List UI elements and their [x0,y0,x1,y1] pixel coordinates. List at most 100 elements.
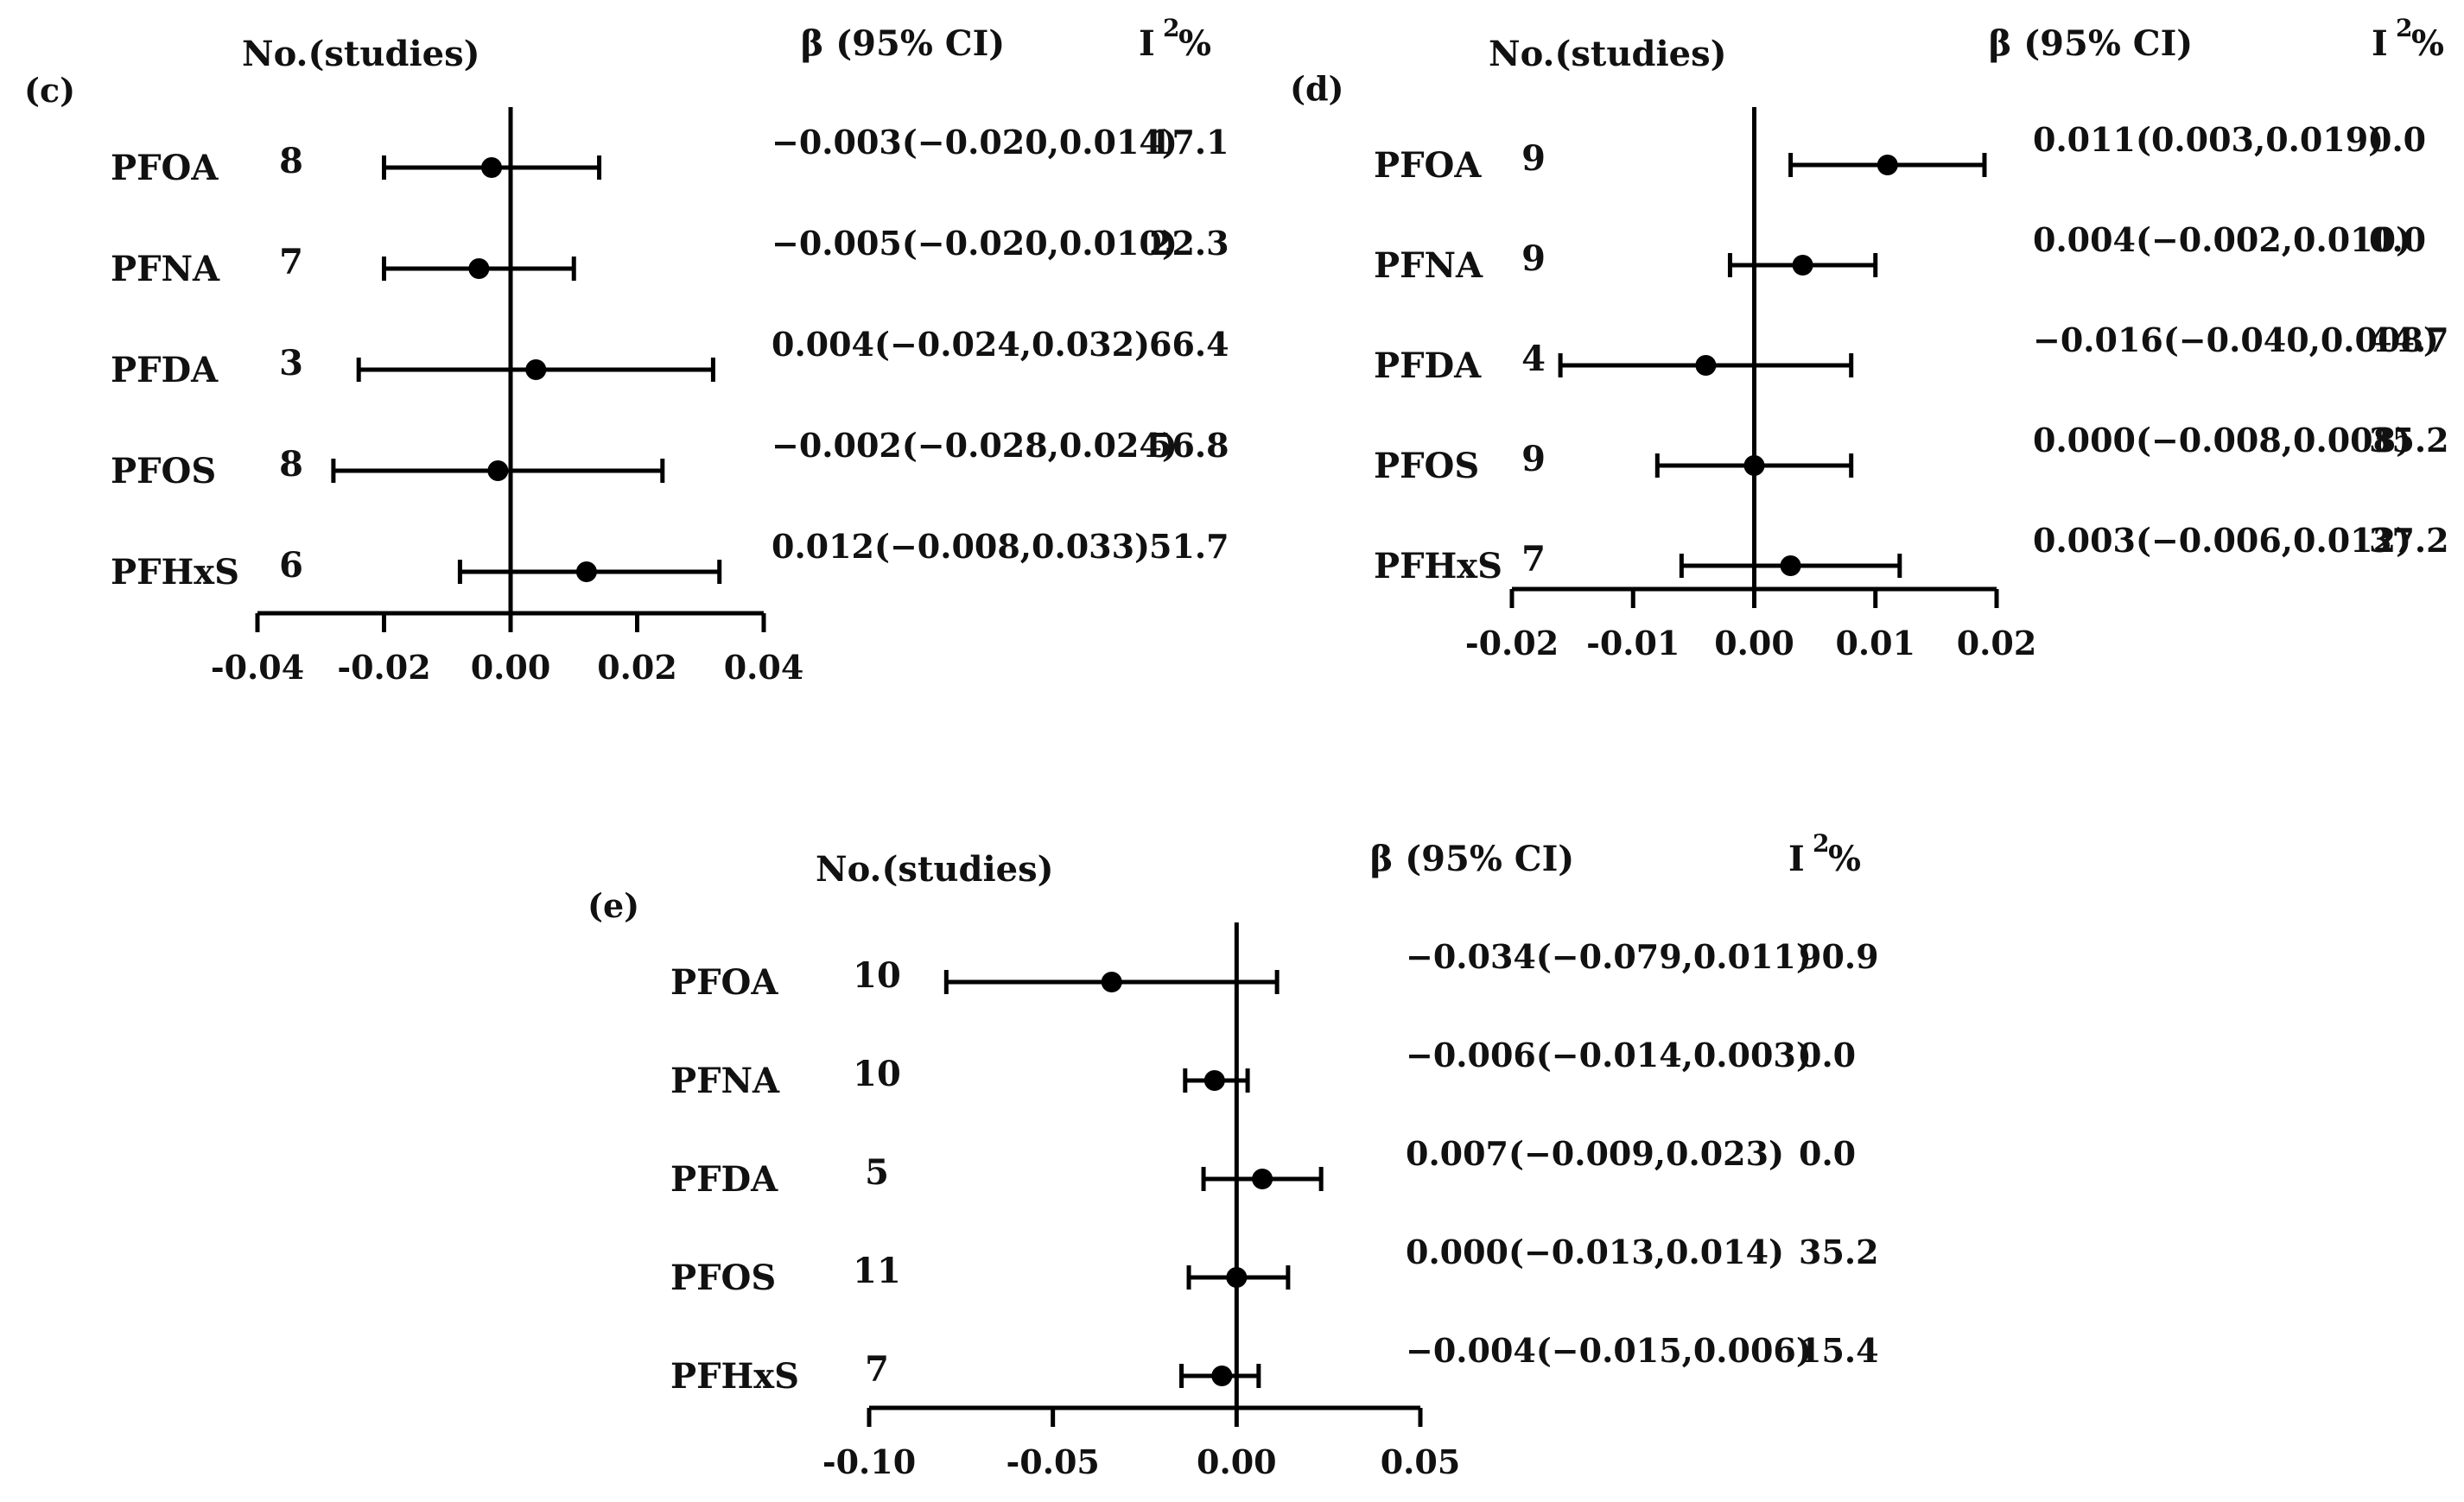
forest-row-pfhxs: PFHxS 7 0.003(−0.006,0.012)37.2 [1374,521,2449,586]
row-label: PFOS [670,1258,776,1298]
forest-row-pfda: PFDA 3 0.004(−0.024,0.032)66.4 [111,325,1229,390]
header-i2-letter: I [2372,23,2388,64]
row-study-count: 10 [853,955,901,996]
row-i2-value: 22.3 [1149,224,1229,263]
row-i2-value: 0.0 [1799,1036,1856,1074]
point-estimate [1226,1267,1248,1288]
point-estimate [1203,1070,1225,1091]
row-label: PFDA [670,1159,778,1200]
row-label: PFDA [1374,345,1482,386]
row-label: PFHxS [111,552,239,593]
row-label: PFOA [670,962,778,1003]
row-beta-ci-text: 0.003(−0.006,0.012) [2033,521,2411,560]
row-study-count: 7 [279,242,303,282]
row-beta-ci-text: −0.003(−0.020,0.014) [772,123,1178,162]
forest-row-pfhxs: PFHxS 7 −0.004(−0.015,0.006)15.4 [670,1331,1879,1397]
row-study-count: 3 [279,343,303,383]
forest-row-pfoa: PFOA 10 −0.034(−0.079,0.011)90.9 [670,937,1879,1003]
forest-panel-d: (d) No.(studies) β (95% CI) I 2% -0.02 -0.01 0.… [1290,14,2449,662]
row-beta-ci-text: 0.012(−0.008,0.033) [772,527,1150,566]
header-studies: No.(studies) [816,849,1054,890]
row-i2-value: 90.9 [1799,937,1879,976]
row-i2-value: 0.0 [2369,220,2426,259]
row-study-count: 5 [865,1152,889,1193]
header-beta-ci: β (95% CI) [801,23,1005,64]
point-estimate [1743,455,1765,476]
header-i2-percent: % [1828,839,1861,879]
row-beta-ci-text: −0.004(−0.015,0.006) [1406,1331,1812,1370]
row-study-count: 9 [1521,238,1546,279]
row-i2-value: 56.8 [1149,426,1229,465]
forest-row-pfda: PFDA 5 0.007(−0.009,0.023) 0.0 [670,1134,1856,1200]
row-i2-value: 15.4 [1799,1331,1879,1370]
row-label: PFNA [1374,245,1483,286]
row-label: PFHxS [1374,546,1502,586]
row-study-count: 9 [1521,439,1546,479]
x-tick-label: 0.00 [471,648,551,687]
x-tick-label: 0.05 [1381,1442,1461,1481]
x-tick-label: 0.02 [597,648,677,687]
row-label: PFNA [111,249,220,289]
row-beta-ci-text: −0.006(−0.014,0.003) [1406,1036,1812,1074]
row-label: PFOA [111,148,219,188]
point-estimate [1101,972,1122,992]
x-tick-label: 0.04 [724,648,804,687]
row-study-count: 6 [279,545,303,586]
x-tick-label: 0.01 [1835,624,1915,662]
row-beta-ci-text: −0.005(−0.020,0.010) [772,224,1178,263]
row-label: PFHxS [670,1356,799,1397]
row-study-count: 4 [1521,339,1546,379]
forest-row-pfna: PFNA 10 −0.006(−0.014,0.003)0.0 [670,1036,1856,1101]
row-study-count: 9 [1521,138,1546,179]
header-i2-percent: % [1178,23,1211,64]
panel-label: (e) [587,886,639,925]
forest-row-pfos: PFOS 8 −0.002(−0.028,0.024)56.8 [111,426,1229,491]
panel-label: (c) [24,71,75,110]
x-tick-label: 0.00 [1714,624,1794,662]
point-estimate [1877,155,1898,175]
forest-row-pfos: PFOS 11 0.000(−0.013,0.014) 35.2 [670,1233,1879,1298]
forest-row-pfna: PFNA 9 0.004(−0.002,0.010)0.0 [1374,220,2426,286]
x-tick-label: -0.02 [337,648,430,687]
row-beta-ci-text: 0.011(0.003,0.019) [2033,120,2384,159]
row-beta-ci-text: −0.002(−0.028,0.024) [772,426,1178,465]
row-i2-value: 51.7 [1149,527,1229,566]
header-i2: I 2% [2372,14,2444,64]
row-i2-value: 35.2 [2369,421,2449,459]
point-estimate [1252,1169,1273,1189]
row-study-count: 10 [853,1054,901,1094]
row-i2-value: 66.4 [1149,325,1229,364]
header-i2-superscript: 2 [2396,14,2412,42]
forest-row-pfna: PFNA 7 −0.005(−0.020,0.010)22.3 [111,224,1229,289]
point-estimate [1695,355,1717,376]
row-study-count: 7 [1521,539,1546,580]
row-beta-ci-text: 0.000(−0.013,0.014) [1406,1233,1784,1271]
x-tick-label: -0.05 [1007,1442,1100,1481]
point-estimate [487,460,509,481]
header-beta-ci: β (95% CI) [1370,839,1574,879]
header-beta-ci: β (95% CI) [1989,23,2193,64]
point-estimate [1780,555,1801,576]
point-estimate [1211,1366,1233,1386]
row-i2-value: 37.2 [2369,521,2449,560]
x-tick-label: 0.00 [1197,1442,1277,1481]
row-beta-ci-text: −0.034(−0.079,0.011) [1406,937,1812,976]
x-tick-label: -0.04 [211,648,304,687]
panel-label: (d) [1290,69,1344,108]
row-study-count: 8 [279,444,303,485]
row-beta-ci-text: 0.004(−0.002,0.010) [2033,220,2411,259]
header-i2-superscript: 2 [1163,14,1179,42]
row-label: PFDA [111,350,219,390]
row-study-count: 8 [279,141,303,181]
row-beta-ci-text: −0.016(−0.040,0.008) [2033,320,2439,359]
point-estimate [1792,255,1813,276]
row-study-count: 11 [853,1251,901,1291]
point-estimate [481,157,503,178]
row-beta-ci-text: 0.000(−0.008,0.008) [2033,421,2411,459]
forest-row-pfhxs: PFHxS 6 0.012(−0.008,0.033)51.7 [111,527,1229,593]
row-beta-ci-text: 0.004(−0.024,0.032) [772,325,1150,364]
row-i2-value: 35.2 [1799,1233,1879,1271]
row-study-count: 7 [865,1349,889,1390]
row-i2-value: 0.0 [2369,120,2426,159]
